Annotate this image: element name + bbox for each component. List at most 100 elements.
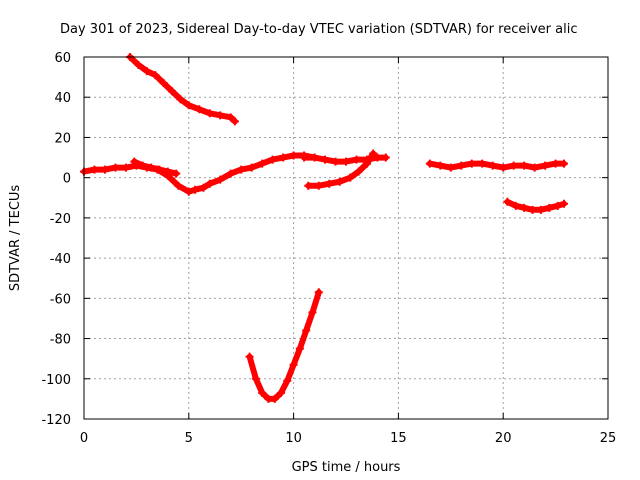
data-point xyxy=(559,199,568,208)
data-point xyxy=(111,163,120,172)
data-point xyxy=(457,161,466,170)
x-tick-label: 25 xyxy=(600,431,617,446)
series-arc-descending-high xyxy=(126,53,239,126)
series-line xyxy=(127,54,238,125)
y-tick-label: 40 xyxy=(54,91,71,106)
x-axis-title: GPS time / hours xyxy=(292,460,401,475)
y-tick-label: -60 xyxy=(50,292,71,307)
data-point xyxy=(142,67,151,76)
data-series xyxy=(80,53,568,403)
data-point xyxy=(302,326,311,335)
axis-ticks: 0 5 10 15 20 25 -120 -100 -80 -60 -40 -20 0 20 40 60 xyxy=(41,51,616,446)
data-point xyxy=(478,159,487,168)
data-point xyxy=(362,159,371,168)
data-point xyxy=(184,187,193,196)
series-arc-rising-low xyxy=(304,149,378,190)
data-point xyxy=(245,352,254,361)
data-point xyxy=(270,394,279,403)
series-arc-evening-low xyxy=(503,197,568,214)
x-tick-label: 15 xyxy=(390,431,407,446)
y-tick-label: 20 xyxy=(54,131,71,146)
data-point xyxy=(168,87,177,96)
data-point xyxy=(289,151,298,160)
series-arc-main-morning xyxy=(80,151,319,196)
data-point xyxy=(308,308,317,317)
data-point xyxy=(528,205,537,214)
series-arc-deep-dip xyxy=(245,288,323,403)
y-axis-title: SDTVAR / TECUs xyxy=(8,185,23,292)
data-point xyxy=(199,183,208,192)
data-point xyxy=(121,163,130,172)
data-point xyxy=(325,179,334,188)
data-point xyxy=(559,159,568,168)
x-tick-label: 20 xyxy=(495,431,512,446)
data-point xyxy=(205,109,214,118)
series-arc-afternoon xyxy=(425,159,568,172)
data-point xyxy=(258,388,267,397)
data-point xyxy=(295,344,304,353)
data-point xyxy=(310,153,319,162)
data-point xyxy=(176,95,185,104)
chart-title: Day 301 of 2023, Sidereal Day-to-day VTE… xyxy=(60,22,577,37)
data-point xyxy=(130,157,139,166)
data-point xyxy=(268,155,277,164)
data-point xyxy=(155,165,164,174)
data-point xyxy=(205,179,214,188)
data-point xyxy=(277,388,286,397)
y-tick-label: -120 xyxy=(41,413,71,428)
data-point xyxy=(425,159,434,168)
data-point xyxy=(279,153,288,162)
data-point xyxy=(174,181,183,190)
y-tick-label: -80 xyxy=(50,333,71,348)
data-point xyxy=(331,157,340,166)
y-tick-label: -100 xyxy=(41,373,71,388)
data-point xyxy=(314,181,323,190)
data-point xyxy=(138,161,147,170)
data-point xyxy=(536,205,545,214)
data-point xyxy=(499,163,508,172)
data-point xyxy=(467,159,476,168)
data-point xyxy=(520,161,529,170)
x-tick-label: 10 xyxy=(285,431,302,446)
x-tick-label: 0 xyxy=(80,431,88,446)
data-point xyxy=(283,376,292,385)
data-point xyxy=(226,169,235,178)
data-point xyxy=(530,163,539,172)
data-point xyxy=(230,117,239,126)
data-point xyxy=(509,161,518,170)
data-point xyxy=(216,111,225,120)
data-point xyxy=(163,167,172,176)
data-point xyxy=(258,159,267,168)
data-point xyxy=(237,165,246,174)
series-line xyxy=(246,289,322,402)
data-point xyxy=(304,181,313,190)
data-point xyxy=(195,105,204,114)
data-point xyxy=(541,161,550,170)
data-point xyxy=(216,175,225,184)
data-point xyxy=(503,197,512,206)
data-point xyxy=(300,153,309,162)
data-point xyxy=(90,165,99,174)
data-point xyxy=(335,177,344,186)
y-tick-label: -40 xyxy=(50,252,71,267)
data-point xyxy=(314,288,323,297)
data-point xyxy=(289,360,298,369)
data-point xyxy=(342,157,350,166)
data-point xyxy=(369,149,378,158)
data-point xyxy=(134,61,143,70)
data-point xyxy=(511,201,520,210)
data-point xyxy=(191,185,200,194)
data-point xyxy=(151,71,160,80)
y-tick-label: -20 xyxy=(50,212,71,227)
data-point xyxy=(381,153,390,162)
data-point xyxy=(446,163,455,172)
data-point xyxy=(520,203,529,212)
series-arc-midday xyxy=(300,153,390,166)
data-point xyxy=(147,163,156,172)
data-point xyxy=(545,203,554,212)
data-point xyxy=(373,153,382,162)
data-point xyxy=(226,113,235,122)
data-point xyxy=(251,374,260,383)
data-point xyxy=(159,79,168,88)
